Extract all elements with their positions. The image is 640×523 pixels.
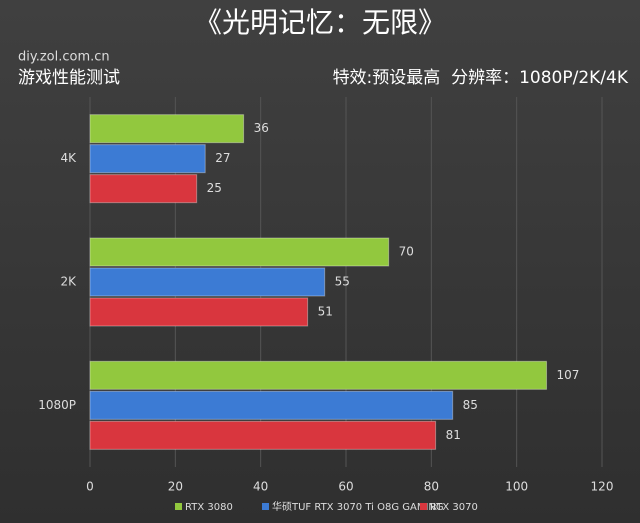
value-label: 70 bbox=[399, 245, 414, 259]
value-label: 81 bbox=[446, 428, 461, 442]
bar bbox=[89, 420, 437, 450]
bar bbox=[89, 114, 245, 144]
x-tick-label: 120 bbox=[591, 480, 614, 494]
y-tick-label: 1080P bbox=[38, 398, 76, 412]
y-tick-label: 2K bbox=[60, 275, 77, 289]
settings-note: 特效:预设最高 分辨率：1080P/2K/4K bbox=[333, 68, 629, 88]
value-label: 107 bbox=[557, 368, 580, 382]
bar bbox=[89, 237, 390, 267]
bar bbox=[89, 174, 198, 204]
x-tick-label: 60 bbox=[338, 480, 353, 494]
value-label: 25 bbox=[207, 181, 222, 195]
legend-label: RTX 3070 bbox=[430, 502, 478, 513]
bar bbox=[89, 144, 206, 174]
bar bbox=[89, 360, 548, 390]
bar bbox=[89, 267, 326, 297]
y-tick-label: 4K bbox=[60, 151, 77, 165]
legend-swatch bbox=[175, 503, 182, 510]
value-label: 51 bbox=[318, 305, 333, 319]
value-label: 85 bbox=[463, 398, 478, 412]
value-label: 55 bbox=[335, 275, 350, 289]
x-tick-label: 20 bbox=[168, 480, 183, 494]
x-tick-label: 100 bbox=[505, 480, 528, 494]
x-tick-label: 80 bbox=[424, 480, 439, 494]
legend-label: RTX 3080 bbox=[185, 502, 233, 513]
legend-label: 华硕TUF RTX 3070 Ti O8G GAMING bbox=[272, 500, 444, 513]
source: diy.zol.com.cn bbox=[18, 50, 110, 65]
subtitle: 游戏性能测试 bbox=[18, 68, 120, 88]
legend-swatch bbox=[262, 503, 269, 510]
legend-swatch bbox=[420, 503, 427, 510]
chart-title: 《光明记忆：无限》 bbox=[194, 6, 446, 39]
bar bbox=[89, 297, 309, 327]
value-label: 36 bbox=[254, 121, 269, 135]
x-tick-label: 40 bbox=[253, 480, 268, 494]
bar bbox=[89, 390, 454, 420]
value-label: 27 bbox=[215, 151, 230, 165]
x-tick-label: 0 bbox=[86, 480, 94, 494]
